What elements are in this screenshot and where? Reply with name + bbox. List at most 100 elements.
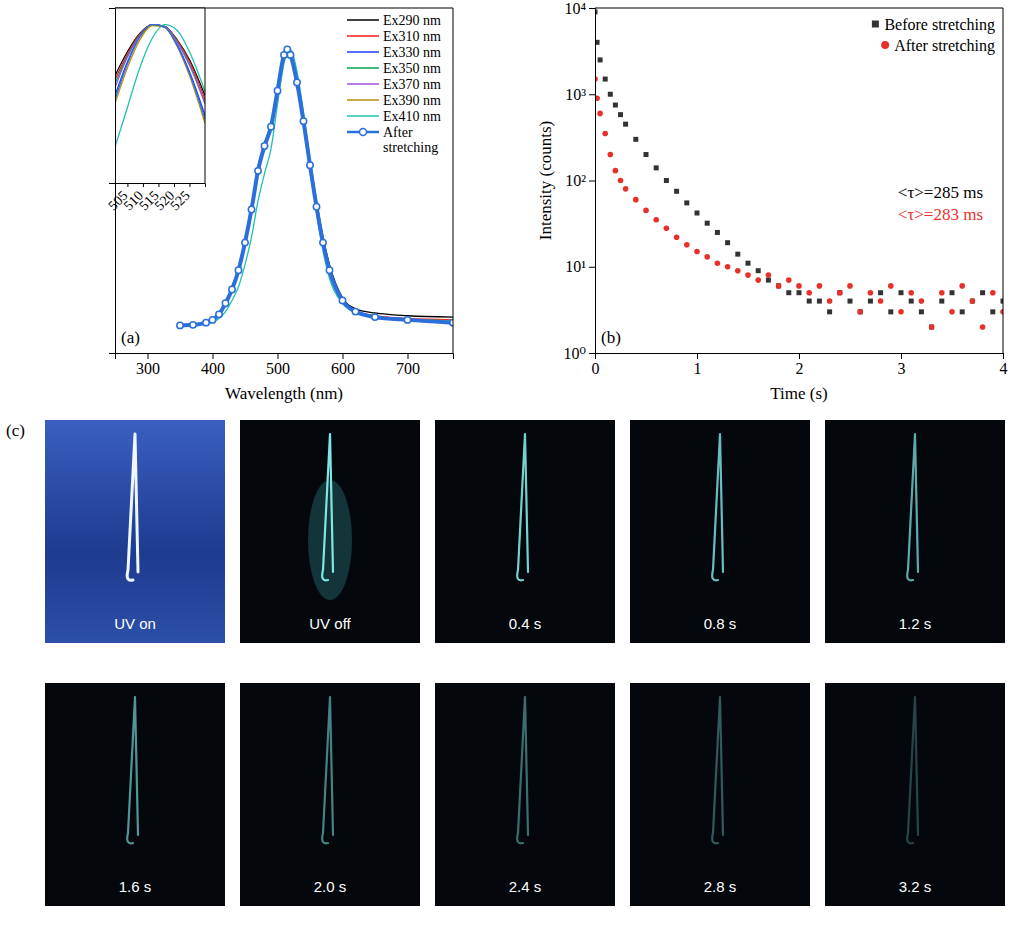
legend-swatch [347, 83, 379, 85]
data-point [287, 52, 293, 58]
data-point [980, 290, 985, 295]
data-point [613, 168, 619, 174]
frame-top [115, 8, 453, 9]
data-point [695, 210, 700, 215]
data-point [177, 322, 183, 328]
tick: 3 [898, 353, 906, 377]
legend-label: Ex370 nm [383, 77, 441, 92]
photo-frame: 2.0 s [240, 683, 420, 906]
tick-label: 500 [266, 360, 290, 377]
photo-label: 3.2 s [899, 878, 932, 895]
tick: 0 [592, 353, 600, 377]
tick-label: 600 [331, 360, 355, 377]
photo-fiber [712, 434, 723, 580]
data-point [653, 217, 659, 223]
tick-mark [1003, 353, 1004, 359]
data-point [203, 319, 209, 325]
photo-frame: 0.4 s [435, 420, 615, 643]
data-point [817, 299, 822, 304]
axis-line [109, 9, 116, 354]
data-point [664, 178, 669, 183]
data-point [797, 290, 802, 295]
data-point [248, 206, 254, 212]
axis [109, 9, 116, 184]
data-point [950, 290, 955, 295]
panel-b: 0123410⁰10¹10²10³10⁴Time (s)Intensity (c… [536, 0, 1008, 403]
tick-label: 10⁰ [564, 345, 586, 362]
plot-area [177, 46, 453, 328]
photo-fiber [907, 434, 918, 580]
tick-mark [189, 183, 190, 187]
tick-label: 10³ [565, 86, 586, 103]
tick-label: 300 [136, 360, 160, 377]
frame-right [205, 8, 206, 183]
legend-label: Afterstretching [383, 125, 438, 155]
photo-fiber [517, 697, 528, 843]
data-point [664, 225, 670, 231]
photo-frame: 2.4 s [435, 683, 615, 906]
legend-item: Ex350 nm [347, 61, 441, 76]
tick: 500 [266, 353, 290, 377]
data-point [806, 290, 812, 296]
data-point [684, 200, 689, 205]
data-point [786, 277, 792, 283]
plot-area [115, 25, 205, 148]
x-axis-title: Time (s) [770, 384, 827, 403]
data-point [404, 317, 410, 323]
figure: 300400500600700Wavelength (nm)(a)Ex290 n… [0, 0, 1017, 936]
data-point [837, 290, 843, 296]
tick: 10⁰ [564, 345, 595, 362]
data-point [623, 186, 629, 192]
photo-fiber [127, 697, 138, 843]
data-point [756, 268, 761, 273]
axis: 505510515520525 [105, 183, 205, 213]
photo-label: 1.6 s [119, 878, 152, 895]
photo-frame: 3.2 s [825, 683, 1005, 906]
data-point [990, 290, 996, 296]
legend-item: Ex410 nm [347, 109, 441, 124]
data-point [261, 143, 267, 149]
photo-background [435, 683, 615, 906]
data-point [216, 311, 222, 317]
data-point [766, 272, 772, 278]
tick-mark [278, 353, 279, 359]
data-point [919, 298, 925, 304]
tick-mark [799, 353, 800, 359]
x-axis-title: Wavelength (nm) [225, 384, 343, 403]
panel-label: (b) [601, 328, 621, 347]
tick-mark [589, 94, 595, 95]
data-point [888, 283, 894, 289]
series-line [180, 49, 453, 325]
photo-fiber [517, 434, 528, 580]
data-point [608, 152, 614, 158]
tick: 600 [331, 353, 355, 377]
frame-right [1003, 8, 1004, 353]
data-point [603, 77, 608, 82]
data-point [633, 137, 638, 142]
photo-background [630, 683, 810, 906]
tick-label: 3 [898, 360, 906, 377]
data-point [848, 299, 853, 304]
data-point [807, 299, 812, 304]
figure-svg: 300400500600700Wavelength (nm)(a)Ex290 n… [0, 0, 1017, 936]
tick-mark [901, 353, 902, 359]
data-point [939, 290, 945, 296]
photo-frame: UV on [45, 420, 225, 643]
tick: 1 [694, 353, 702, 377]
tick-mark [127, 183, 128, 187]
data-point [190, 322, 196, 328]
panel-label: (a) [121, 328, 140, 347]
data-point [654, 165, 659, 170]
legend-marker [872, 21, 879, 28]
photo-label: 2.8 s [704, 878, 737, 895]
data-point [597, 111, 603, 117]
series-line [115, 25, 205, 120]
legend-swatch [347, 19, 379, 21]
tick: 10¹ [565, 258, 595, 275]
photo-fiber [907, 697, 918, 843]
data-point [623, 122, 628, 127]
legend-label: Ex310 nm [383, 29, 441, 44]
tick: 525 [167, 183, 192, 213]
data-point [735, 252, 740, 257]
y-axis-title: Intensity (counts) [536, 121, 555, 240]
